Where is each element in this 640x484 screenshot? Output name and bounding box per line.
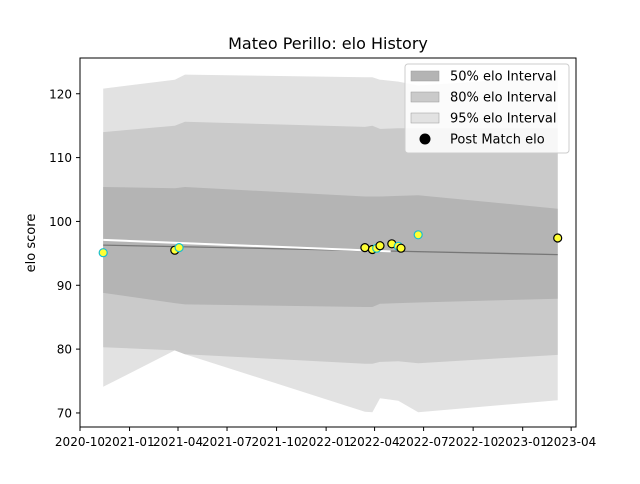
elo-point (396, 243, 406, 253)
y-tick-label: 100 (49, 215, 72, 229)
legend-swatch (410, 112, 440, 124)
elo-point (98, 248, 108, 258)
x-tick-label: 2021-07 (202, 435, 252, 449)
legend-marker (419, 133, 431, 145)
legend-box (404, 63, 570, 154)
y-tick-label: 120 (49, 87, 72, 101)
legend-swatch (410, 70, 440, 82)
band50-area (103, 187, 558, 307)
elo-point (174, 243, 184, 253)
y-axis-label: elo score (24, 214, 39, 273)
x-tick-label: 2021-01 (104, 435, 154, 449)
y-tick-label: 80 (57, 343, 72, 357)
y-tick-label: 110 (49, 151, 72, 165)
legend-swatch (410, 91, 440, 103)
x-tick-label: 2022-10 (448, 435, 498, 449)
trend-line (103, 238, 391, 253)
x-tick-label: 2021-04 (153, 435, 203, 449)
x-tick-label: 2022-04 (350, 435, 400, 449)
legend-label: 95% elo Interval (450, 112, 557, 127)
elo-point (413, 230, 423, 240)
legend-label: Post Match elo (450, 133, 545, 148)
x-tick-label: 2022-07 (399, 435, 449, 449)
elo-point (360, 243, 370, 253)
legend-label: 80% elo Interval (450, 91, 557, 106)
y-tick-label: 90 (57, 279, 72, 293)
x-tick-label: 2021-10 (251, 435, 301, 449)
chart-title: Mateo Perillo: elo History (228, 34, 428, 53)
elo-point (375, 241, 385, 251)
plot-area (98, 74, 563, 413)
x-tick-label: 2020-10 (55, 435, 105, 449)
legend-label: 50% elo Interval (450, 70, 557, 85)
legend: 50% elo Interval 80% elo Interval 95% elo … (404, 63, 570, 154)
plot-frame (79, 57, 577, 428)
x-tick-label: 2023-01 (498, 435, 548, 449)
y-tick-label: 70 (57, 406, 72, 420)
elo-point (553, 233, 563, 243)
x-tick-label: 2022-01 (301, 435, 351, 449)
x-tick-label: 2023-04 (546, 435, 596, 449)
